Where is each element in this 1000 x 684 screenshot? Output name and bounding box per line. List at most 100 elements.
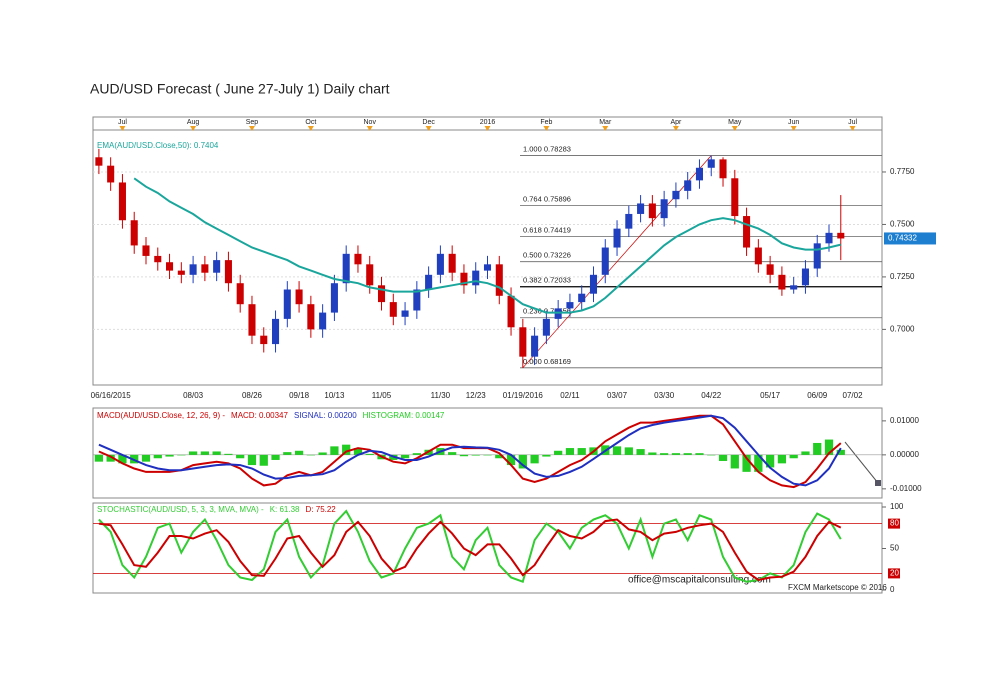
candle-body (177, 270, 185, 275)
panel-header: STOCHASTIC(AUD/USD, 5, 3, 3, MVA, MVA) -… (97, 505, 336, 514)
x-tick-label: 05/17 (760, 391, 781, 400)
candle-body (660, 199, 668, 219)
candle-body (578, 293, 586, 303)
fib-label: 0.000 0.68169 (523, 357, 571, 366)
candle-body (354, 253, 362, 265)
projection-marker (875, 480, 881, 486)
candle-body (189, 264, 197, 275)
candle-body (236, 283, 244, 305)
histogram-bar (188, 451, 198, 455)
histogram-bar (671, 453, 681, 455)
panel-title: STOCHASTIC(AUD/USD, 5, 3, 3, MVA, MVA) - (97, 505, 264, 514)
candle-body (142, 245, 150, 256)
month-marker (602, 126, 609, 131)
candle-body (813, 243, 821, 269)
histogram-bar (459, 454, 469, 457)
month-marker (190, 126, 197, 131)
x-tick-label: 06/09 (807, 391, 828, 400)
candle-body (825, 232, 833, 244)
y-tick-label: -0.01000 (890, 484, 922, 493)
month-marker (425, 126, 432, 131)
histogram-bar (718, 454, 728, 461)
y-tick-label: 0.7250 (890, 272, 915, 281)
histogram-bar (530, 454, 539, 464)
stochastic-line (98, 509, 842, 584)
candle-body (436, 253, 444, 275)
histogram-bar (742, 454, 751, 472)
candle-body (472, 270, 480, 286)
fib-label: 0.382 0.72033 (523, 276, 571, 285)
candle-body (601, 247, 609, 275)
candle-body (130, 220, 138, 246)
candle-body (342, 253, 350, 284)
histogram-bar (624, 447, 633, 455)
candle-body (837, 232, 845, 239)
histogram-bar (247, 454, 257, 466)
projection-line (844, 441, 879, 484)
month-label: Jun (788, 119, 799, 126)
y-tick-label: 0.00000 (890, 450, 919, 459)
legend-entry: D: 75.22 (306, 505, 337, 514)
x-tick-label: 04/22 (701, 391, 722, 400)
histogram-bar (660, 453, 669, 455)
candle-body (319, 312, 327, 330)
candle-body (531, 335, 539, 357)
month-label: Apr (670, 119, 682, 126)
histogram-bar (224, 453, 233, 455)
candle-body (790, 285, 798, 290)
histogram-bar (94, 454, 104, 462)
stochastic-panel (92, 502, 883, 594)
histogram-bar (259, 454, 268, 466)
candle-body (754, 247, 762, 265)
histogram-bar (695, 453, 704, 455)
panel-header: MACD(AUD/USD.Close, 12, 26, 9) - MACD: 0.… (97, 411, 445, 420)
histogram-bar (789, 454, 798, 459)
histogram-bar (554, 450, 563, 455)
histogram-bar (306, 454, 315, 456)
x-tick-label: 11/30 (431, 391, 451, 400)
candle-body (201, 264, 209, 273)
fib-label: 0.500 0.73226 (523, 251, 571, 260)
month-label: Sep (246, 119, 259, 126)
histogram-bar (471, 454, 480, 456)
histogram-bar (506, 454, 516, 466)
month-marker (731, 126, 738, 131)
histogram-bar (318, 452, 327, 455)
month-label: Aug (187, 119, 200, 126)
x-tick-label: 08/26 (242, 391, 263, 400)
candle-body (460, 272, 468, 286)
histogram-bar (353, 448, 363, 455)
histogram-bar (200, 451, 209, 455)
candle-body (248, 304, 256, 336)
candle-body (589, 274, 598, 294)
candle-body (448, 253, 456, 273)
histogram-bar (707, 454, 716, 456)
y-tick-label: 0.7000 (890, 324, 915, 333)
x-tick-label: 03/30 (654, 391, 675, 400)
macd-panel (92, 407, 883, 499)
candle-body (648, 203, 656, 219)
histogram-bar (283, 452, 292, 455)
y-tick-label: 0 (890, 585, 895, 594)
candle-body (566, 302, 574, 309)
histogram-bar (636, 449, 645, 455)
candle-body (778, 274, 786, 290)
last-price-box (884, 232, 936, 245)
month-marker (790, 126, 797, 131)
month-label: Feb (540, 119, 552, 126)
histogram-bar (483, 454, 492, 456)
histogram-bar (518, 454, 527, 469)
candle-body (107, 165, 115, 183)
histogram-bar (824, 439, 834, 455)
histogram-bar (730, 454, 739, 469)
histogram-bar (683, 453, 692, 455)
chart-title: AUD/USD Forecast ( June 27-July 1) Daily… (90, 81, 390, 97)
panel-title: MACD(AUD/USD.Close, 12, 26, 9) - (97, 411, 225, 420)
level-box (888, 568, 900, 579)
candle-body (672, 190, 680, 200)
candle-body (389, 302, 397, 317)
fib-trend (522, 155, 712, 369)
candle-body (507, 295, 515, 328)
candle-body (637, 203, 645, 214)
month-marker (543, 126, 550, 131)
